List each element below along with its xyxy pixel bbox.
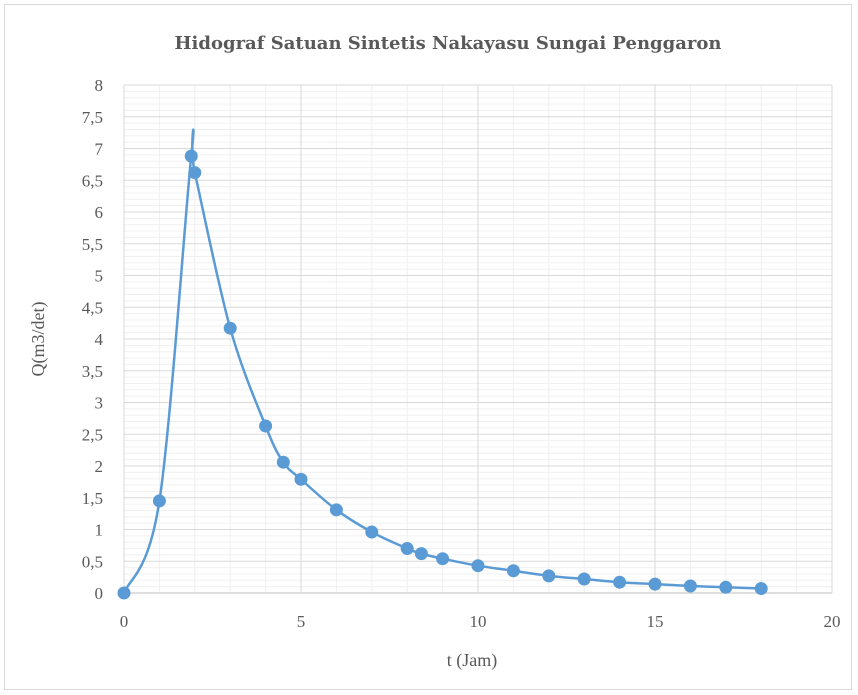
data-point <box>184 149 198 163</box>
y-tick-label: 0,5 <box>82 552 103 571</box>
data-point <box>329 503 343 517</box>
series-group <box>117 128 768 600</box>
data-point <box>400 542 414 556</box>
x-axis-label: t (Jam) <box>447 650 497 671</box>
data-point <box>152 494 166 508</box>
y-tick-label: 1,5 <box>82 489 103 508</box>
x-tick-label: 0 <box>120 612 129 631</box>
y-tick-label: 6 <box>95 203 104 222</box>
data-point <box>683 579 697 593</box>
y-tick-label: 3,5 <box>82 362 103 381</box>
y-tick-label: 7,5 <box>82 108 103 127</box>
data-point <box>294 472 308 486</box>
grid-major <box>123 84 833 594</box>
y-tick-label: 2,5 <box>82 425 103 444</box>
data-point <box>259 419 273 433</box>
chart-title: Hidograf Satuan Sintetis Nakayasu Sungai… <box>175 33 722 54</box>
data-point <box>117 586 131 600</box>
data-point <box>754 582 768 596</box>
y-tick-label: 2 <box>95 457 104 476</box>
x-tick-label: 20 <box>824 612 841 631</box>
data-point <box>365 525 379 539</box>
y-tick-label: 4 <box>95 330 104 349</box>
y-tick-label: 8 <box>95 76 104 95</box>
y-tick-label: 7 <box>95 140 104 159</box>
data-point <box>223 321 237 335</box>
data-point <box>188 166 202 180</box>
data-point <box>276 455 290 469</box>
y-tick-label: 6,5 <box>82 171 103 190</box>
data-point <box>542 569 556 583</box>
y-axis-label: Q(m3/det) <box>28 302 49 377</box>
data-point <box>648 577 662 591</box>
x-tick-label: 5 <box>297 612 306 631</box>
y-tick-label: 0 <box>95 584 104 603</box>
data-point <box>719 580 733 594</box>
data-point <box>613 575 627 589</box>
y-tick-label: 5 <box>95 267 104 286</box>
data-point <box>471 559 485 573</box>
x-tick-label: 10 <box>470 612 487 631</box>
chart-frame <box>4 4 852 690</box>
data-point <box>577 572 591 586</box>
data-point <box>506 564 520 578</box>
x-axis-ticks: 0 5 10 15 20 <box>120 612 841 631</box>
y-tick-label: 1 <box>95 521 104 540</box>
x-tick-label: 15 <box>647 612 664 631</box>
data-point <box>414 547 428 561</box>
y-axis-ticks: 0 0,5 1 1,5 2 2,5 3 3,5 4 4,5 5 5,5 6 6,5 7 7,5 8 <box>82 76 104 603</box>
y-tick-label: 4,5 <box>82 298 103 317</box>
y-tick-label: 5,5 <box>82 235 103 254</box>
data-point <box>436 552 450 566</box>
y-tick-label: 3 <box>95 394 104 413</box>
